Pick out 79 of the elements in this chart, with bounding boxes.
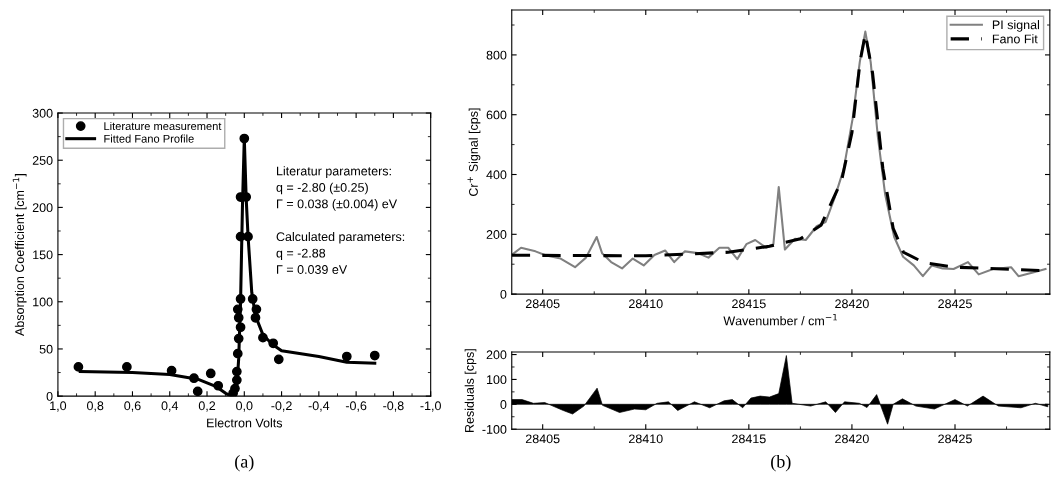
point (341, 351, 352, 362)
point (273, 354, 284, 365)
x-tick-label: -0,2 (271, 401, 292, 412)
point (235, 294, 246, 304)
x-tick-label: 0,2 (198, 401, 216, 412)
y-tick-label: 0 (500, 289, 507, 299)
x-axis-title: Electron Volts (207, 418, 283, 428)
x-axis-title: Wavenumber / cm$^{−1}$ (723, 313, 837, 326)
annotation: Γ = 0.039 eV (277, 265, 348, 274)
point (369, 350, 380, 361)
legend-label: Fitted Fano Profile (104, 134, 194, 143)
x-tick-label: 28415 (732, 299, 766, 309)
text: (b) (771, 455, 791, 472)
annotation: Calculated parameters: (276, 231, 405, 244)
x-tick-label: 28405 (525, 434, 560, 444)
point (189, 373, 199, 384)
x-tick-label: 28420 (835, 299, 869, 309)
x-tick-label: -1,0 (420, 401, 441, 412)
point (235, 322, 246, 333)
y-tick-label: 50 (39, 344, 53, 354)
text: (a) (235, 455, 254, 472)
point (213, 380, 224, 391)
y-tick-label: 200 (486, 230, 507, 239)
point (243, 231, 253, 242)
point (233, 333, 244, 344)
y-tick-label: 300 (32, 108, 53, 118)
point (192, 386, 203, 397)
annotation: Γ = 0.038 (±0.004) eV (277, 199, 398, 211)
x-tick-label: 0,8 (86, 401, 104, 412)
y-tick-label: 200 (32, 203, 53, 213)
point (251, 304, 262, 315)
point (122, 362, 132, 372)
x-tick-label: 28410 (629, 299, 663, 309)
point (231, 366, 242, 377)
x-tick-label: 0,4 (161, 401, 179, 412)
point (205, 368, 216, 379)
x-tick-label: 0,6 (124, 401, 141, 412)
y-tick-label: -100 (482, 424, 507, 434)
y-tick-label: 0 (46, 391, 53, 401)
y-tick-label: 0 (500, 400, 507, 409)
x-tick-label: 28405 (525, 299, 560, 309)
x-tick-label: 28425 (938, 434, 972, 444)
y-tick-label: 800 (486, 50, 507, 60)
legend-label: Fano Fit (992, 34, 1038, 44)
y-tick-label: 150 (33, 250, 53, 260)
point (230, 383, 240, 394)
y-tick-label: 100 (487, 375, 507, 385)
x-tick-label: -0,4 (308, 401, 330, 412)
y-tick-label: 400 (486, 170, 507, 180)
y-axis-title: Absorption Coefficient [cm$^{−1}$] (12, 174, 27, 336)
x-tick-label: 28410 (629, 434, 663, 444)
point (73, 362, 84, 372)
point (268, 338, 279, 349)
x-tick-label: -0,6 (345, 401, 367, 412)
x-tick-label: 28415 (732, 434, 766, 444)
y-tick-label: 600 (486, 110, 507, 120)
annotation: q = -2.80 (±0.25) (276, 182, 368, 195)
y-tick-label: 100 (33, 297, 53, 307)
legend-label: PI signal (992, 20, 1040, 32)
x-tick-label: 28425 (938, 299, 972, 309)
x-tick-label: -0,8 (383, 401, 404, 412)
legend-label: Literature measurement (104, 121, 222, 131)
y-axis-title: Residuals [cps] (464, 349, 477, 432)
x-tick-label: 28420 (835, 434, 869, 444)
y-tick-label: 200 (486, 350, 507, 360)
point (258, 332, 268, 343)
point (239, 133, 250, 144)
annotation: Literatur parameters: (277, 166, 391, 178)
point (232, 348, 243, 359)
point (233, 312, 244, 323)
point (231, 375, 242, 385)
point (247, 294, 258, 304)
point (250, 312, 261, 323)
annotation: q = -2.88 (276, 248, 326, 261)
x-tick-label: 0,0 (236, 401, 253, 412)
y-tick-label: 250 (32, 156, 53, 165)
x-tick-label: 1,0 (50, 401, 67, 412)
y-axis-title: Cr$^{+}$ Signal [cps] (467, 108, 481, 197)
point (232, 304, 243, 315)
